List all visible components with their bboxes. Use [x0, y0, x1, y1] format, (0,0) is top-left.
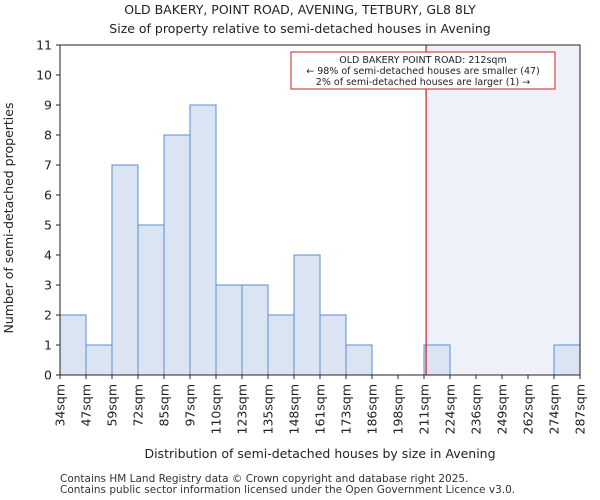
- bar-135sqm: [267, 314, 295, 376]
- annotation-line-2: ← 98% of semi-detached houses are smalle…: [306, 66, 540, 77]
- x-tick-label: 173sqm: [339, 384, 354, 434]
- x-tick-label: 224sqm: [443, 384, 458, 434]
- y-tick-label: 8: [44, 128, 52, 143]
- x-tick-label: 34sqm: [53, 384, 68, 427]
- y-tick-label: 7: [44, 158, 52, 173]
- y-tick-label: 9: [44, 98, 52, 113]
- bar-274sqm: [553, 344, 581, 376]
- x-tick-label: 161sqm: [313, 384, 328, 434]
- x-tick-label: 148sqm: [287, 384, 302, 434]
- bar-47sqm: [85, 344, 113, 376]
- x-tick-label: 85sqm: [157, 384, 172, 427]
- x-tick-label: 262sqm: [521, 384, 536, 434]
- bar-59sqm: [111, 164, 139, 376]
- y-tick-label: 4: [44, 248, 52, 263]
- bar-34sqm: [59, 314, 87, 376]
- chart-title: OLD BAKERY, POINT ROAD, AVENING, TETBURY…: [124, 2, 476, 17]
- y-tick-label: 5: [44, 218, 52, 233]
- y-tick-label: 3: [44, 278, 52, 293]
- x-tick-label: 97sqm: [183, 384, 198, 427]
- x-tick-label: 47sqm: [79, 384, 94, 427]
- x-tick-label: 123sqm: [235, 384, 250, 434]
- x-tick-label: 274sqm: [547, 384, 562, 434]
- x-tick-label: 59sqm: [105, 384, 120, 427]
- bar-211sqm: [423, 344, 451, 376]
- bar-148sqm: [293, 254, 321, 376]
- y-tick-label: 11: [36, 38, 52, 53]
- bar-110sqm: [215, 284, 243, 376]
- y-tick-label: 2: [44, 308, 52, 323]
- bar-173sqm: [345, 344, 373, 376]
- x-tick-label: 135sqm: [261, 384, 276, 434]
- bar-123sqm: [241, 284, 269, 376]
- x-axis-label: Distribution of semi-detached houses by …: [144, 446, 495, 461]
- annotation-line-3: 2% of semi-detached houses are larger (1…: [316, 77, 530, 88]
- y-tick-label: 6: [44, 188, 52, 203]
- x-tick-label: 72sqm: [131, 384, 146, 427]
- bar-72sqm: [137, 224, 165, 376]
- x-tick-label: 249sqm: [495, 384, 510, 434]
- footer-line-2: Contains public sector information licen…: [60, 484, 516, 496]
- x-tick-label: 110sqm: [209, 384, 224, 434]
- bar-161sqm: [319, 314, 347, 376]
- x-tick-label: 186sqm: [365, 384, 380, 434]
- y-tick-label: 1: [44, 338, 52, 353]
- y-axis-label: Number of semi-detached properties: [1, 103, 16, 334]
- bar-85sqm: [163, 134, 191, 376]
- y-tick-label: 10: [36, 68, 52, 83]
- annotation-line-1: OLD BAKERY POINT ROAD: 212sqm: [339, 55, 506, 66]
- chart-subtitle: Size of property relative to semi-detach…: [109, 21, 490, 36]
- x-tick-label: 236sqm: [469, 384, 484, 434]
- footer-line-1: Contains HM Land Registry data © Crown c…: [60, 473, 469, 485]
- x-tick-label: 198sqm: [391, 384, 406, 434]
- x-tick-label: 287sqm: [573, 384, 588, 434]
- highlight-region: [426, 45, 580, 375]
- annotation-box: [290, 51, 556, 90]
- y-tick-label: 0: [44, 368, 52, 383]
- x-tick-label: 211sqm: [417, 384, 432, 434]
- bar-97sqm: [189, 104, 217, 376]
